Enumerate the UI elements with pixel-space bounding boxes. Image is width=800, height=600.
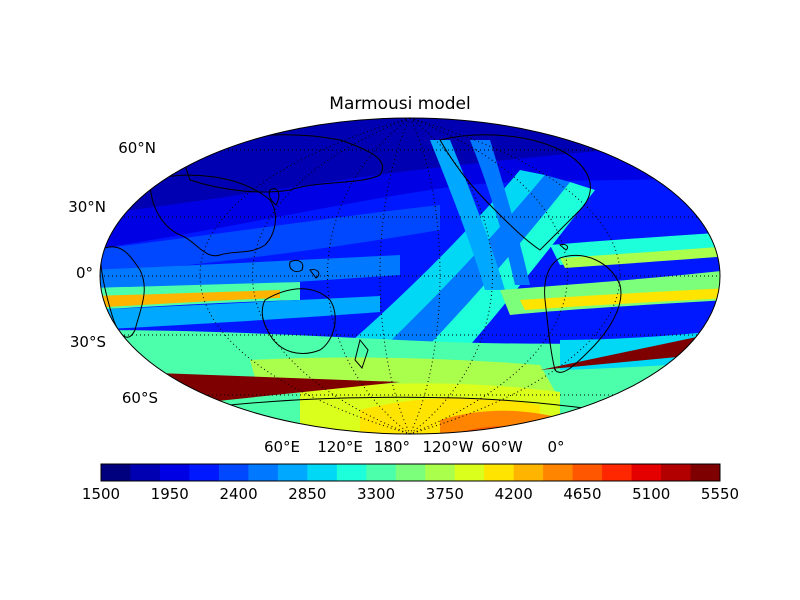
colorbar-tick-label: 3300 — [357, 485, 396, 503]
colorbar-swatch — [454, 464, 485, 481]
colorbar-swatch — [690, 464, 721, 481]
lat-label-30s: 30°S — [69, 333, 106, 351]
colorbar-tick-label: 5100 — [632, 485, 671, 503]
colorbar — [100, 463, 721, 482]
colorbar-tick-label: 4200 — [494, 485, 533, 503]
lat-label-30n: 30°N — [68, 198, 106, 216]
colorbar-swatch — [513, 464, 544, 481]
colorbar-swatch — [218, 464, 249, 481]
colorbar-swatch — [336, 464, 367, 481]
colorbar-tick-label: 4650 — [563, 485, 602, 503]
lon-label-120e: 120°E — [317, 438, 363, 456]
colorbar-swatch — [159, 464, 190, 481]
colorbar-swatch — [425, 464, 456, 481]
colorbar-swatch — [248, 464, 279, 481]
colorbar-swatch — [543, 464, 574, 481]
colorbar-tick-label: 5550 — [700, 485, 740, 503]
colorbar-swatch — [277, 464, 308, 481]
colorbar-tick-label: 1500 — [81, 485, 121, 503]
colorbar-swatch — [130, 464, 161, 481]
colorbar-swatch — [661, 464, 692, 481]
colorbar-swatch — [395, 464, 426, 481]
colorbar-swatch — [602, 464, 633, 481]
colorbar-swatch — [189, 464, 220, 481]
colorbar-swatch — [101, 464, 131, 481]
lon-label-120w: 120°W — [422, 438, 474, 456]
colorbar-swatch — [572, 464, 603, 481]
lat-label-60n: 60°N — [118, 139, 156, 157]
colorbar-border — [100, 463, 721, 482]
colorbar-swatch — [484, 464, 515, 481]
lat-label-0: 0° — [75, 264, 93, 282]
colorbar-tick-label: 3750 — [425, 485, 464, 503]
lon-label-60e: 60°E — [263, 438, 301, 456]
colorbar-swatch — [631, 464, 662, 481]
colorbar-tick-label: 2400 — [219, 485, 258, 503]
lon-label-180: 180° — [373, 438, 411, 456]
velocity-field — [100, 118, 720, 434]
colorbar-swatch — [307, 464, 338, 481]
colorbar-tick-label: 2850 — [288, 485, 327, 503]
map-boundary — [99, 117, 721, 435]
lon-label-60w: 60°W — [481, 438, 523, 456]
lon-label-0: 0° — [547, 438, 565, 456]
colorbar-tick-label: 1950 — [150, 485, 189, 503]
map-title: Marmousi model — [329, 94, 471, 114]
lat-label-60s: 60°S — [121, 389, 158, 407]
colorbar-swatch — [366, 464, 397, 481]
